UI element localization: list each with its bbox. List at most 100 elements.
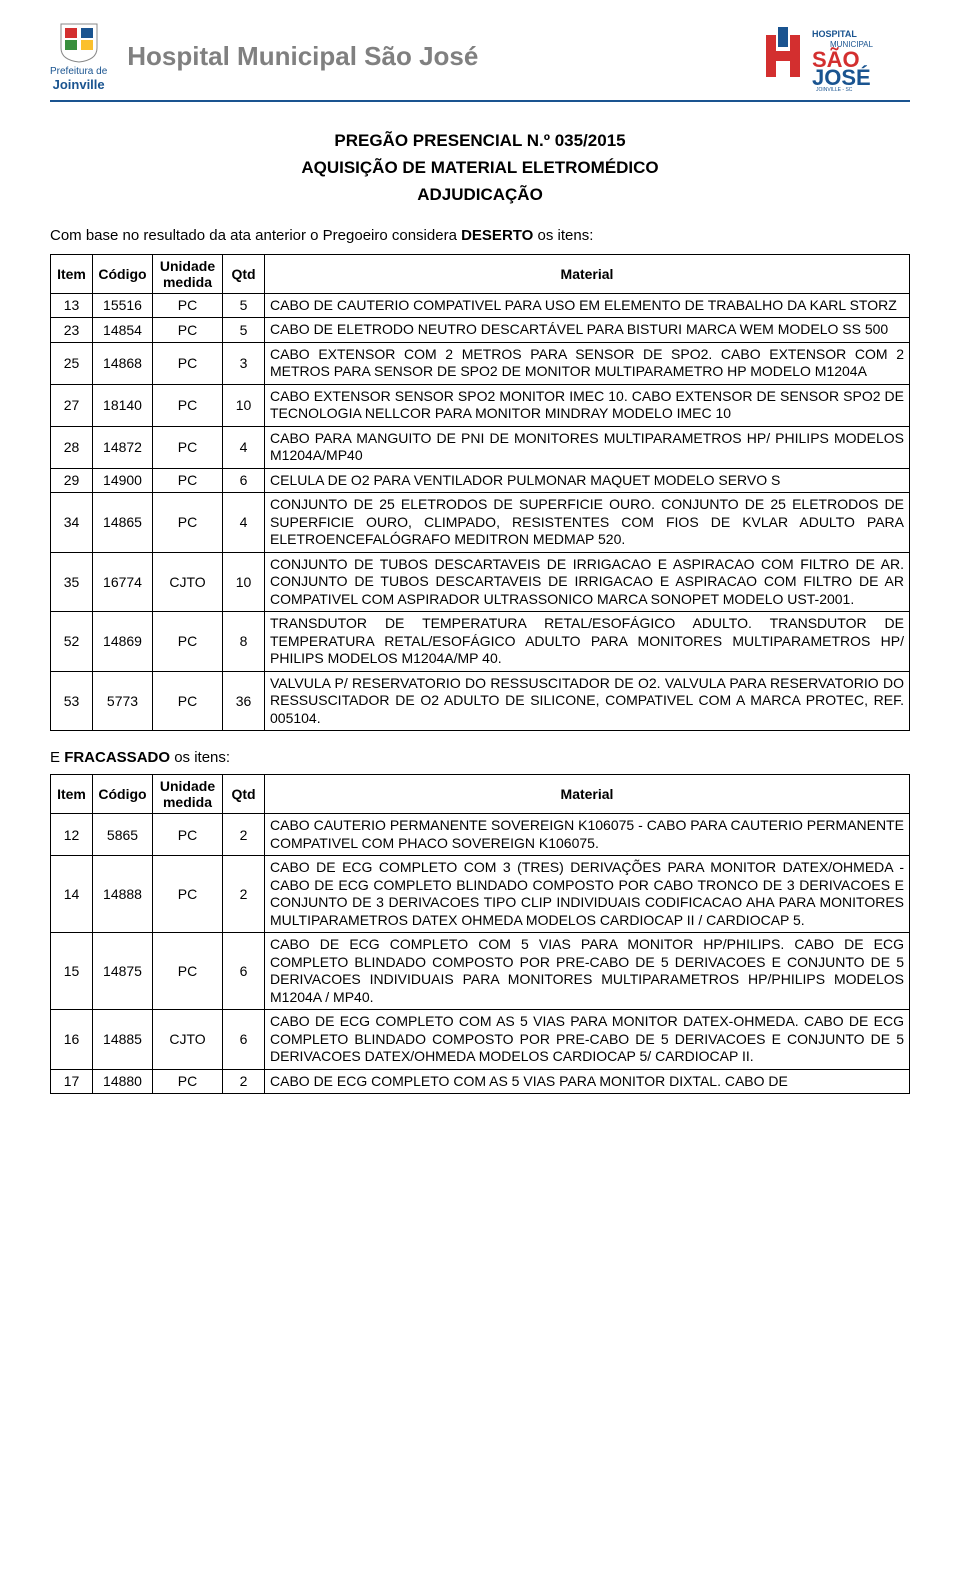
cell-un: PC: [153, 612, 223, 672]
cell-codigo: 5773: [93, 671, 153, 731]
cell-mat: CABO EXTENSOR SENSOR SPO2 MONITOR IMEC 1…: [265, 384, 910, 426]
cell-codigo: 14868: [93, 342, 153, 384]
cell-qtd: 2: [223, 814, 265, 856]
title-line3: ADJUDICAÇÃO: [50, 181, 910, 208]
cell-qtd: 5: [223, 293, 265, 318]
cell-mat: CONJUNTO DE 25 ELETRODOS DE SUPERFICIE O…: [265, 493, 910, 553]
intro-bold: DESERTO: [461, 227, 533, 244]
cell-item: 17: [51, 1069, 93, 1094]
cell-qtd: 4: [223, 426, 265, 468]
cell-un: PC: [153, 1069, 223, 1094]
shield-icon: [55, 20, 103, 64]
cell-mat: CABO DE ECG COMPLETO COM 5 VIAS PARA MON…: [265, 933, 910, 1010]
section-fracassado: E FRACASSADO os itens:: [50, 749, 910, 766]
cell-un: PC: [153, 342, 223, 384]
col-qtd: Qtd: [223, 775, 265, 814]
table-row: 5214869PC8TRANSDUTOR DE TEMPERATURA RETA…: [51, 612, 910, 672]
section2-suffix: os itens:: [170, 749, 230, 766]
cell-codigo: 14854: [93, 318, 153, 343]
table-row: 1714880PC2CABO DE ECG COMPLETO COM AS 5 …: [51, 1069, 910, 1094]
cell-qtd: 6: [223, 1010, 265, 1070]
cell-item: 53: [51, 671, 93, 731]
cell-un: PC: [153, 426, 223, 468]
cell-item: 14: [51, 856, 93, 933]
cell-qtd: 6: [223, 468, 265, 493]
table-row: 2814872PC4CABO PARA MANGUITO DE PNI DE M…: [51, 426, 910, 468]
intro-prefix: Com base no resultado da ata anterior o …: [50, 227, 461, 244]
cell-qtd: 8: [223, 612, 265, 672]
cell-un: PC: [153, 384, 223, 426]
cell-item: 35: [51, 552, 93, 612]
cell-un: PC: [153, 814, 223, 856]
title-line1: PREGÃO PRESENCIAL N.º 035/2015: [50, 127, 910, 154]
table-row: 2914900PC6CELULA DE O2 PARA VENTILADOR P…: [51, 468, 910, 493]
col-unidade: Unidade medida: [153, 775, 223, 814]
intro-text: Com base no resultado da ata anterior o …: [50, 227, 910, 244]
cell-codigo: 15516: [93, 293, 153, 318]
cell-un: PC: [153, 293, 223, 318]
table-row: 1614885CJTO6CABO DE ECG COMPLETO COM AS …: [51, 1010, 910, 1070]
col-unidade: Unidade medida: [153, 254, 223, 293]
cell-mat: CABO DE ECG COMPLETO COM AS 5 VIAS PARA …: [265, 1010, 910, 1070]
table-row: 2314854PC5CABO DE ELETRODO NEUTRO DESCAR…: [51, 318, 910, 343]
cell-un: PC: [153, 318, 223, 343]
cell-codigo: 14888: [93, 856, 153, 933]
cell-mat: CABO DE ECG COMPLETO COM AS 5 VIAS PARA …: [265, 1069, 910, 1094]
logo-text-hospital: HOSPITAL: [812, 29, 857, 39]
cell-mat: VALVULA P/ RESERVATORIO DO RESSUSCITADOR…: [265, 671, 910, 731]
cell-item: 27: [51, 384, 93, 426]
header: Prefeitura de Joinville Hospital Municip…: [50, 20, 910, 92]
table-header-row: Item Código Unidade medida Qtd Material: [51, 254, 910, 293]
table-row: 3414865PC4CONJUNTO DE 25 ELETRODOS DE SU…: [51, 493, 910, 553]
cell-codigo: 14872: [93, 426, 153, 468]
cell-mat: CABO DE CAUTERIO COMPATIVEL PARA USO EM …: [265, 293, 910, 318]
cell-item: 28: [51, 426, 93, 468]
cell-mat: TRANSDUTOR DE TEMPERATURA RETAL/ESOFÁGIC…: [265, 612, 910, 672]
cell-mat: CABO CAUTERIO PERMANENTE SOVEREIGN K1060…: [265, 814, 910, 856]
cell-un: PC: [153, 468, 223, 493]
cell-codigo: 16774: [93, 552, 153, 612]
hospital-logo-icon: HOSPITAL MUNICIPAL SÃO JOSÉ JOINVILLE - …: [760, 21, 910, 91]
table-row: 125865PC2CABO CAUTERIO PERMANENTE SOVERE…: [51, 814, 910, 856]
cell-qtd: 6: [223, 933, 265, 1010]
cell-item: 25: [51, 342, 93, 384]
cell-qtd: 2: [223, 856, 265, 933]
cell-mat: CELULA DE O2 PARA VENTILADOR PULMONAR MA…: [265, 468, 910, 493]
header-title: Hospital Municipal São José: [107, 41, 760, 72]
cell-qtd: 4: [223, 493, 265, 553]
section2-bold: FRACASSADO: [64, 749, 170, 766]
table-deserto: Item Código Unidade medida Qtd Material …: [50, 254, 910, 732]
cell-item: 12: [51, 814, 93, 856]
cell-un: CJTO: [153, 1010, 223, 1070]
cell-un: PC: [153, 856, 223, 933]
table-row: 535773PC36VALVULA P/ RESERVATORIO DO RES…: [51, 671, 910, 731]
cell-un: CJTO: [153, 552, 223, 612]
intro-suffix: os itens:: [533, 227, 593, 244]
cell-un: PC: [153, 671, 223, 731]
col-qtd: Qtd: [223, 254, 265, 293]
cell-codigo: 5865: [93, 814, 153, 856]
logo-prefeitura: Prefeitura de Joinville: [50, 20, 107, 92]
cell-item: 23: [51, 318, 93, 343]
cell-mat: CABO EXTENSOR COM 2 METROS PARA SENSOR D…: [265, 342, 910, 384]
col-codigo: Código: [93, 775, 153, 814]
cell-qtd: 3: [223, 342, 265, 384]
table-row: 1315516PC5CABO DE CAUTERIO COMPATIVEL PA…: [51, 293, 910, 318]
header-divider: [50, 100, 910, 102]
cell-mat: CABO DE ELETRODO NEUTRO DESCARTÁVEL PARA…: [265, 318, 910, 343]
title-line2: AQUISIÇÃO DE MATERIAL ELETROMÉDICO: [50, 154, 910, 181]
cell-item: 15: [51, 933, 93, 1010]
col-codigo: Código: [93, 254, 153, 293]
cell-qtd: 36: [223, 671, 265, 731]
svg-text:JOINVILLE - SC: JOINVILLE - SC: [816, 87, 853, 91]
logo-left-line2: Joinville: [53, 77, 105, 92]
document-title: PREGÃO PRESENCIAL N.º 035/2015 AQUISIÇÃO…: [50, 127, 910, 209]
cell-qtd: 5: [223, 318, 265, 343]
cell-codigo: 14900: [93, 468, 153, 493]
cell-codigo: 14875: [93, 933, 153, 1010]
cell-codigo: 14880: [93, 1069, 153, 1094]
table-row: 1514875PC6CABO DE ECG COMPLETO COM 5 VIA…: [51, 933, 910, 1010]
cell-item: 34: [51, 493, 93, 553]
table-row: 1414888PC2CABO DE ECG COMPLETO COM 3 (TR…: [51, 856, 910, 933]
table-row: 2718140PC10CABO EXTENSOR SENSOR SPO2 MON…: [51, 384, 910, 426]
